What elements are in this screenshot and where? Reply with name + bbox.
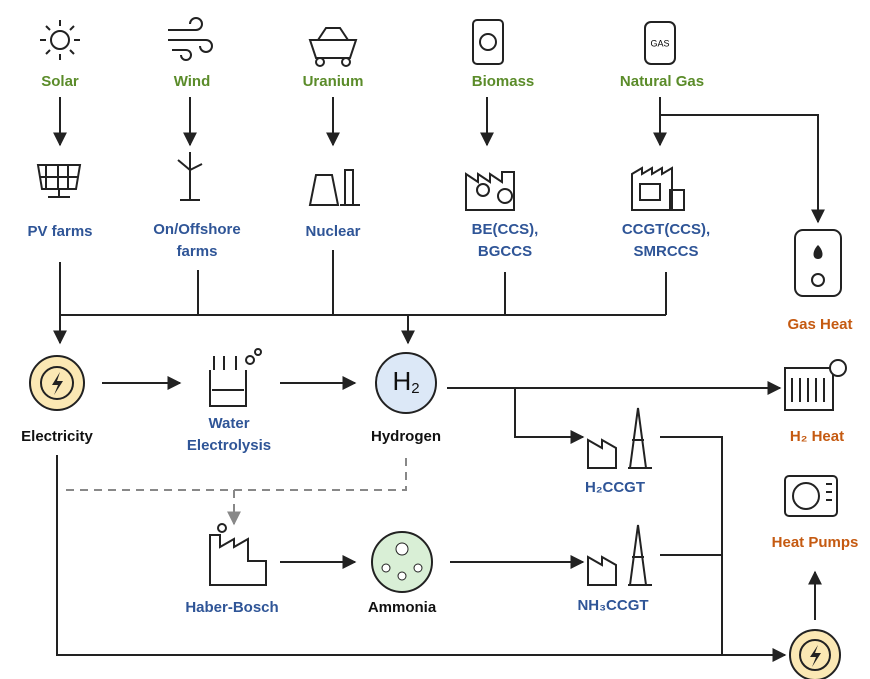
conversion-label: H₂CCGT xyxy=(585,479,645,496)
end-use-label: H₂ Heat xyxy=(790,428,844,445)
technology-label: On/Offshore xyxy=(153,221,241,238)
conversion-label: Water xyxy=(208,415,249,432)
source-label: Natural Gas xyxy=(620,73,704,90)
technology-label: BGCCS xyxy=(478,243,532,260)
carrier-label: Hydrogen xyxy=(371,428,441,445)
conversion-label: Electrolysis xyxy=(187,437,271,454)
end-use-label: Gas Heat xyxy=(787,316,852,333)
source-label: Wind xyxy=(174,73,211,90)
technology-label: BE(CCS), xyxy=(472,221,539,238)
source-label: Uranium xyxy=(303,73,364,90)
technology-label: Nuclear xyxy=(305,223,360,240)
carrier-label: Ammonia xyxy=(368,599,437,616)
source-label: Biomass xyxy=(472,73,535,90)
conversion-label: Haber-Bosch xyxy=(185,599,278,616)
conversion-label: NH₃CCGT xyxy=(577,597,648,614)
end-use-label: Heat Pumps xyxy=(772,534,859,551)
technology-label: PV farms xyxy=(27,223,92,240)
source-label: Solar xyxy=(41,73,79,90)
technology-label: CCGT(CCS), xyxy=(622,221,710,238)
connectors xyxy=(53,97,825,662)
technology-label: SMRCCS xyxy=(633,243,698,260)
technology-label: farms xyxy=(177,243,218,260)
icons: GAS H2 xyxy=(29,17,847,679)
svg-text:GAS: GAS xyxy=(650,38,669,48)
carrier-label: Electricity xyxy=(21,428,93,445)
